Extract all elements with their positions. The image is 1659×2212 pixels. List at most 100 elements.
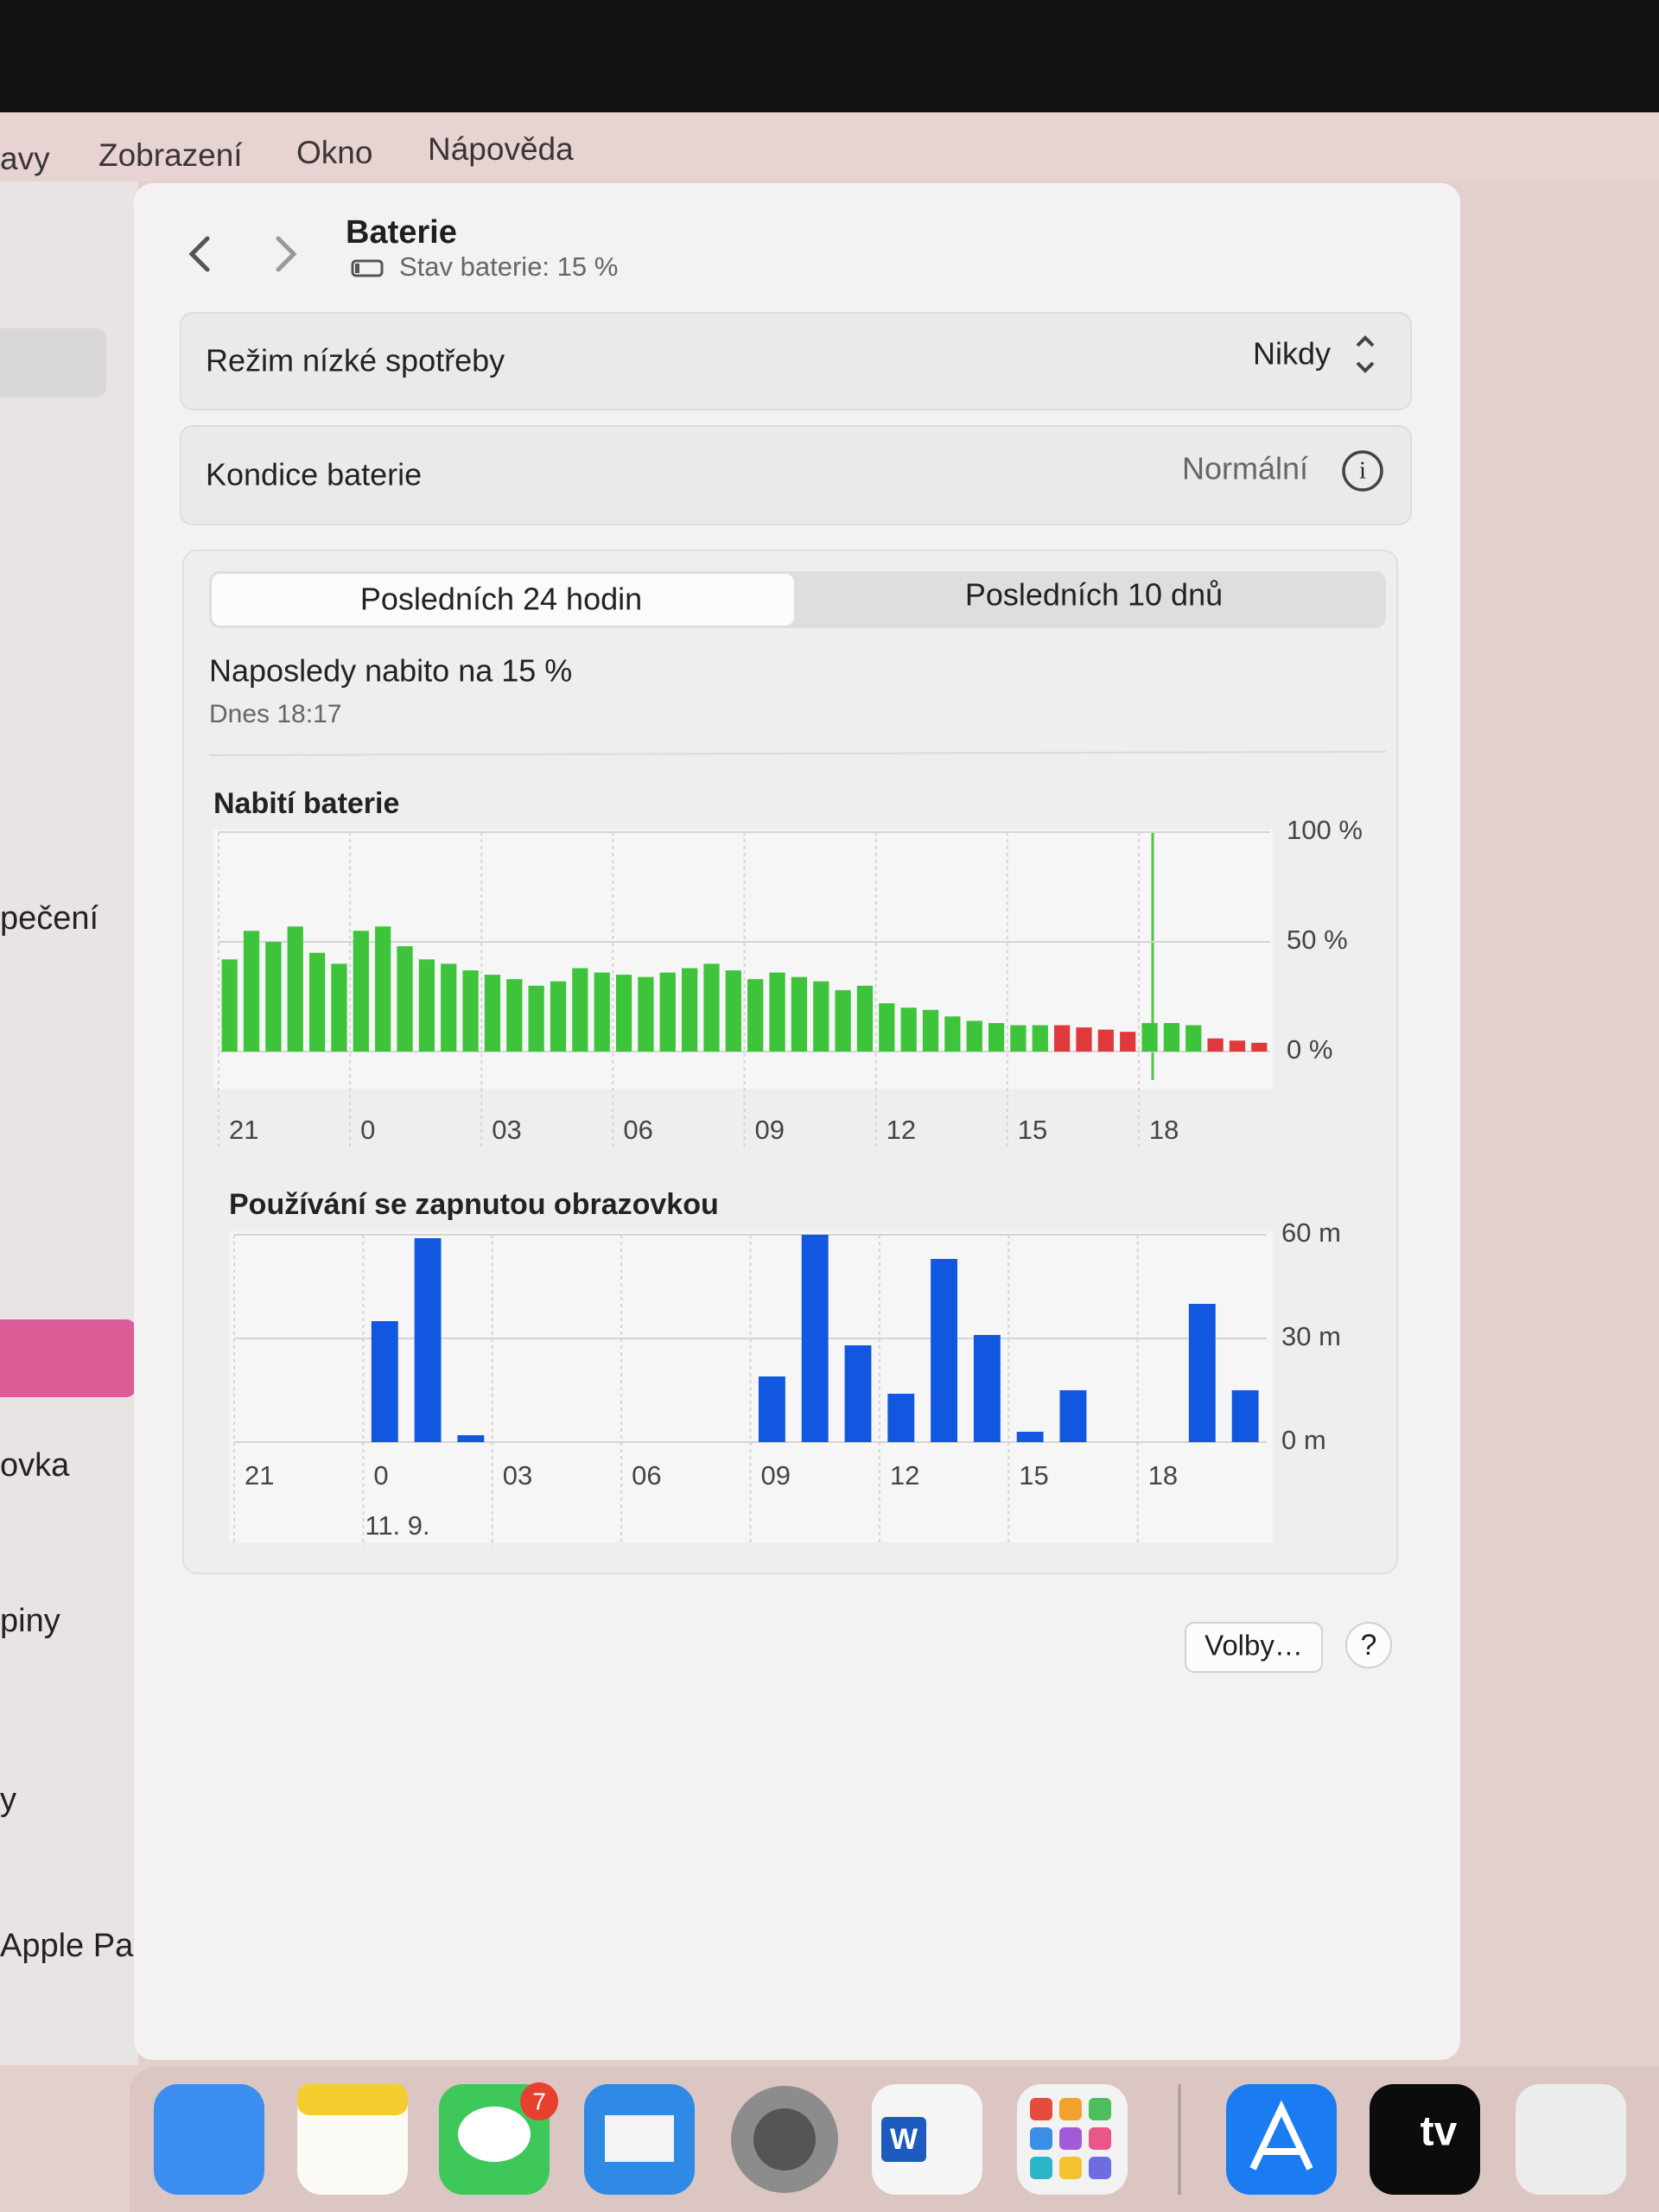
bar <box>973 1335 1001 1442</box>
bar <box>813 981 830 1052</box>
bar <box>397 946 413 1052</box>
x-tick-label: 06 <box>632 1460 661 1491</box>
x-tick-label: 15 <box>1018 1115 1047 1145</box>
dock-notes-top <box>297 2084 408 2115</box>
info-button[interactable] <box>1342 450 1383 492</box>
help-label[interactable]: ? <box>1361 1629 1377 1662</box>
battery-icon-level <box>355 264 359 273</box>
sidebar-selection <box>0 328 106 397</box>
sidebar <box>0 181 138 2065</box>
launchpad-tile <box>1089 2157 1111 2179</box>
menu-item[interactable]: avy <box>0 141 50 176</box>
bar <box>287 926 303 1052</box>
bar <box>414 1238 442 1442</box>
bar <box>1076 1027 1092 1052</box>
bar <box>769 972 785 1052</box>
info-glyph[interactable]: i <box>1359 457 1366 484</box>
x-tick-label: 21 <box>245 1460 274 1491</box>
bar <box>506 979 523 1052</box>
x-tick-label: 0 <box>373 1460 388 1491</box>
bar <box>922 1009 939 1052</box>
x-tick-label: 03 <box>503 1460 532 1491</box>
back-button[interactable] <box>188 236 210 272</box>
bar <box>484 975 501 1052</box>
x-tick-label: 18 <box>1149 1115 1179 1145</box>
menu-item[interactable]: Okno <box>296 135 372 170</box>
launchpad-tile <box>1059 2157 1082 2179</box>
bar <box>265 942 282 1052</box>
bar <box>418 959 435 1052</box>
bezel <box>0 0 1659 121</box>
launchpad-tile <box>1059 2127 1082 2150</box>
bar <box>856 985 874 1052</box>
setting-label: Kondice baterie <box>206 457 422 493</box>
bar <box>879 1003 895 1052</box>
bar <box>572 968 588 1052</box>
menu-item[interactable]: Zobrazení <box>99 137 243 173</box>
bar <box>791 976 808 1052</box>
bar <box>1010 1025 1027 1052</box>
setting-value[interactable]: Nikdy <box>1253 336 1331 372</box>
bar <box>1016 1432 1044 1442</box>
options-label[interactable]: Volby… <box>1205 1630 1303 1662</box>
sidebar-highlight[interactable] <box>0 1319 137 1397</box>
dock-app-store-glyph <box>1249 2100 1313 2171</box>
bar <box>801 1235 829 1442</box>
x-tick-label: 09 <box>761 1460 791 1491</box>
segment-label[interactable]: Posledních 10 dnů <box>965 577 1223 613</box>
bar <box>1141 1022 1158 1052</box>
bar <box>457 1435 485 1442</box>
bar <box>747 979 764 1052</box>
x-tick-label: 09 <box>755 1115 785 1145</box>
x-tick-label: 0 <box>360 1115 375 1145</box>
dock-finder[interactable] <box>154 2084 264 2195</box>
dock-app[interactable] <box>1516 2084 1626 2195</box>
dock-tv[interactable] <box>1370 2084 1480 2195</box>
sidebar-item[interactable]: ovka <box>0 1447 70 1484</box>
segment-selected[interactable] <box>212 574 794 626</box>
x-tick-label: 12 <box>887 1115 916 1145</box>
y-tick-label: 0 m <box>1281 1425 1326 1455</box>
last-charge-title: Naposledy nabito na 15 % <box>209 653 572 689</box>
bar <box>887 1394 915 1442</box>
sidebar-item[interactable]: y <box>0 1782 16 1818</box>
bar <box>375 926 391 1052</box>
options-button[interactable] <box>1185 1622 1323 1673</box>
y-tick-label: 60 m <box>1281 1217 1341 1248</box>
launchpad-tile <box>1030 2098 1052 2120</box>
sidebar-item[interactable]: pečení <box>0 900 99 937</box>
sidebar-item[interactable]: piny <box>0 1603 60 1639</box>
x-tick-label: 21 <box>229 1115 258 1145</box>
bar <box>835 989 851 1052</box>
launchpad-tile <box>1030 2127 1052 2150</box>
page-subtitle: Stav baterie: 15 % <box>399 251 618 282</box>
bar <box>900 1007 917 1052</box>
dock-badge-count: 7 <box>532 2088 546 2114</box>
forward-button[interactable] <box>276 236 297 272</box>
menu-item[interactable]: Nápověda <box>428 131 574 167</box>
bar <box>353 931 369 1052</box>
segment-label[interactable]: Posledních 24 hodin <box>360 582 642 617</box>
bar <box>703 963 720 1052</box>
help-button[interactable] <box>1345 1622 1392 1669</box>
x-tick-label: 06 <box>623 1115 652 1145</box>
bar <box>988 1022 1005 1052</box>
dock-word[interactable] <box>872 2084 982 2195</box>
bar <box>1207 1038 1224 1052</box>
separator <box>208 751 1387 756</box>
sidebar-item[interactable]: Apple Pay <box>0 1928 149 1964</box>
bar <box>659 972 676 1052</box>
dock-badge <box>520 2082 558 2120</box>
date-label: 11. 9. <box>365 1510 429 1541</box>
last-charge-time: Dnes 18:17 <box>209 700 341 728</box>
chart-area <box>213 830 1273 1089</box>
bar <box>221 959 238 1052</box>
dock-settings-gear <box>753 2108 816 2171</box>
chart-title: Nabití baterie <box>213 787 399 820</box>
setting-label: Režim nízké spotřeby <box>206 343 505 378</box>
setting-value: Normální <box>1182 451 1308 486</box>
x-tick-label: 15 <box>1019 1460 1048 1491</box>
setting-row <box>180 425 1412 525</box>
stepper-icon[interactable] <box>1356 335 1375 373</box>
